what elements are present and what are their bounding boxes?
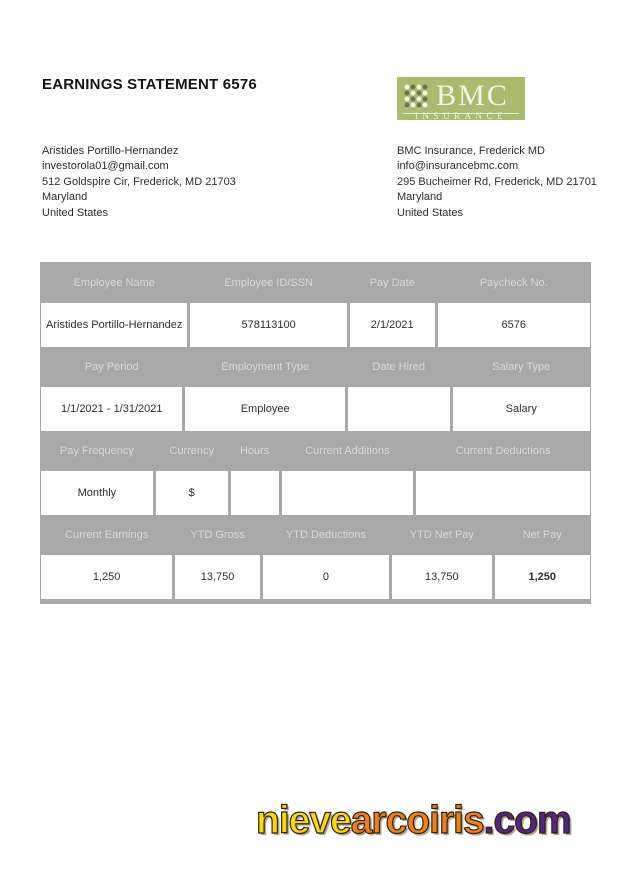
employer-address-block: BMC Insurance, Frederick MD info@insuran… xyxy=(397,144,597,221)
table-row: Aristides Portillo-Hernandez 578113100 2… xyxy=(41,301,590,349)
table-row: 1,250 13,750 0 13,750 1,250 xyxy=(41,553,590,601)
employee-state: Maryland xyxy=(42,191,88,204)
column-header: Employment Type xyxy=(221,361,310,373)
column-header: Pay Period xyxy=(84,361,139,373)
column-header: Net Pay xyxy=(522,529,562,541)
column-header: YTD Deductions xyxy=(285,529,366,541)
employer-state: Maryland xyxy=(397,191,443,204)
employee-address-block: Aristides Portillo-Hernandez investorola… xyxy=(42,144,236,221)
employer-country: United States xyxy=(397,206,464,219)
employee-name-cell: Aristides Portillo-Hernandez xyxy=(41,303,188,347)
ytd-gross-cell: 13,750 xyxy=(175,555,260,599)
watermark: nievearcoiris.com xyxy=(255,798,572,843)
column-header: YTD Gross xyxy=(190,529,245,541)
column-header: Paycheck No. xyxy=(479,277,548,289)
current-deductions-cell xyxy=(416,471,590,515)
column-header: Date Hired xyxy=(372,361,425,373)
table-row: Monthly $ xyxy=(41,469,590,517)
column-header: Currency xyxy=(169,445,215,457)
employee-street: 512 Goldspire Cir, Frederick, MD 21703 xyxy=(42,175,236,188)
table-row: 1/1/2021 - 1/31/2021 Employee Salary xyxy=(41,385,590,433)
logo-subtitle-band: INSURANCE xyxy=(401,106,521,121)
current-earnings-cell: 1,250 xyxy=(41,555,173,599)
employee-id-cell: 578113100 xyxy=(190,303,347,347)
pay-date-cell: 2/1/2021 xyxy=(349,303,435,347)
employment-type-cell: Employee xyxy=(185,387,345,431)
watermark-part-arcoiris: arcoiris xyxy=(350,798,485,842)
logo-text: BMC xyxy=(436,79,509,112)
column-header: Pay Date xyxy=(369,277,415,289)
table-header-row: Pay Frequency Currency Hours Current Add… xyxy=(41,433,590,469)
table-header-row: Pay Period Employment Type Date Hired Sa… xyxy=(41,349,590,385)
ytd-net-pay-cell: 13,750 xyxy=(392,555,492,599)
table-header-row: Employee Name Employee ID/SSN Pay Date P… xyxy=(41,265,590,301)
column-header: Current Earnings xyxy=(65,529,149,541)
column-header: Employee Name xyxy=(73,277,155,289)
employee-country: United States xyxy=(42,206,109,219)
pay-details-table: Employee Name Employee ID/SSN Pay Date P… xyxy=(40,262,591,604)
current-additions-cell xyxy=(281,471,414,515)
employer-street: 295 Bucheimer Rd, Frederick, MD 21701 xyxy=(397,175,597,188)
employee-name: Aristides Portillo-Hernandez xyxy=(42,145,179,157)
date-hired-cell xyxy=(347,387,450,431)
net-pay-cell: 1,250 xyxy=(494,555,590,599)
employer-name: BMC Insurance, Frederick MD xyxy=(397,145,545,157)
currency-cell: $ xyxy=(155,471,228,515)
pay-period-cell: 1/1/2021 - 1/31/2021 xyxy=(41,387,183,431)
watermark-part-com: .com xyxy=(483,798,572,842)
table-header-row: Current Earnings YTD Gross YTD Deduction… xyxy=(41,517,590,553)
bmc-insurance-logo: BMC INSURANCE xyxy=(397,77,525,121)
column-header: Employee ID/SSN xyxy=(224,277,313,289)
watermark-part-nieve: nieve xyxy=(255,798,352,842)
column-header: Hours xyxy=(239,445,270,457)
page-title: EARNINGS STATEMENT 6576 xyxy=(42,76,257,93)
logo-subtitle: INSURANCE xyxy=(414,111,507,121)
employee-email: investorola01@gmail.com xyxy=(42,160,169,173)
hours-cell xyxy=(230,471,279,515)
employer-email: info@insurancebmc.com xyxy=(397,160,519,173)
pay-frequency-cell: Monthly xyxy=(41,471,153,515)
column-header: YTD Net Pay xyxy=(409,529,474,541)
ytd-deductions-cell: 0 xyxy=(262,555,390,599)
column-header: Current Additions xyxy=(305,445,390,457)
column-header: Current Deductions xyxy=(455,445,551,457)
paycheck-no-cell: 6576 xyxy=(437,303,590,347)
salary-type-cell: Salary xyxy=(452,387,590,431)
column-header: Pay Frequency xyxy=(59,445,134,457)
dot-grid-icon xyxy=(404,84,428,109)
column-header: Salary Type xyxy=(492,361,551,373)
